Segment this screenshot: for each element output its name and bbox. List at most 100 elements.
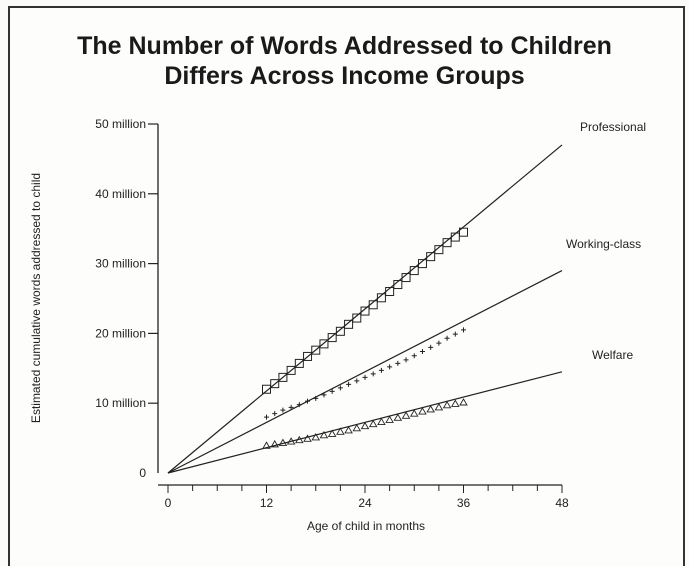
data-point-professional — [459, 227, 468, 237]
x-tick-label: 24 — [358, 496, 372, 510]
data-point-working-class — [461, 327, 466, 333]
data-point-welfare — [401, 411, 411, 419]
data-point-professional — [303, 351, 313, 361]
data-point-welfare — [418, 407, 427, 415]
data-point-working-class — [362, 374, 368, 380]
data-point-working-class — [346, 381, 352, 387]
data-point-welfare — [286, 437, 296, 445]
data-point-professional — [376, 293, 386, 303]
data-point-professional — [426, 252, 436, 262]
data-point-professional — [311, 345, 321, 355]
data-point-welfare — [319, 430, 329, 439]
data-point-welfare — [451, 399, 460, 407]
data-point-welfare — [434, 402, 444, 411]
data-point-welfare — [303, 434, 312, 442]
data-point-working-class — [337, 385, 343, 391]
data-point-working-class — [305, 398, 311, 404]
data-point-welfare — [442, 400, 452, 409]
data-point-welfare — [352, 423, 362, 432]
data-point-working-class — [288, 404, 294, 410]
x-tick-label: 48 — [555, 496, 569, 510]
data-point-welfare — [295, 435, 304, 444]
data-point-professional — [344, 319, 354, 329]
data-point-professional — [286, 365, 296, 375]
data-point-welfare — [262, 441, 271, 449]
data-point-working-class — [419, 349, 425, 355]
data-point-welfare — [360, 421, 370, 430]
x-axis-label: Age of child in months — [307, 519, 425, 533]
data-point-working-class — [264, 414, 269, 420]
data-point-working-class — [403, 357, 409, 363]
data-point-professional — [393, 280, 403, 290]
data-point-welfare — [336, 427, 345, 435]
data-point-professional — [327, 333, 337, 343]
data-point-professional — [401, 273, 411, 283]
x-tick-label: 0 — [165, 496, 172, 510]
y-tick-label: 50 million — [95, 117, 146, 131]
data-point-welfare — [393, 413, 403, 421]
series-label-welfare: Welfare — [592, 348, 633, 362]
y-axis-label: Estimated cumulative words addressed to … — [29, 173, 43, 423]
data-point-working-class — [387, 364, 393, 370]
data-point-working-class — [436, 340, 442, 346]
data-point-professional — [352, 313, 362, 323]
data-point-welfare — [459, 398, 468, 406]
data-point-working-class — [411, 353, 417, 359]
series-label-working-class: Working-class — [566, 237, 641, 251]
data-point-working-class — [329, 388, 335, 394]
data-point-professional — [409, 266, 419, 276]
data-point-professional — [442, 238, 452, 248]
data-point-professional — [335, 326, 345, 336]
data-points — [262, 227, 468, 449]
x-tick-label: 36 — [457, 496, 471, 510]
series-labels: Professional Working-class Welfare — [566, 120, 646, 362]
data-point-welfare — [311, 433, 321, 441]
chart-svg: 10 million 20 million 30 million 40 million… — [29, 117, 646, 533]
chart-title-line-2: Differs Across Income Groups — [164, 62, 525, 90]
data-point-working-class — [444, 335, 450, 341]
data-point-working-class — [313, 395, 319, 401]
data-point-working-class — [321, 392, 327, 398]
trend-line-professional — [167, 144, 563, 474]
data-point-professional — [417, 259, 427, 269]
data-point-professional — [270, 379, 280, 389]
data-point-welfare — [409, 409, 419, 417]
data-point-working-class — [280, 407, 286, 413]
data-point-working-class — [452, 331, 458, 337]
trend-lines — [167, 144, 563, 474]
data-point-welfare — [426, 405, 435, 413]
data-point-welfare — [270, 439, 279, 448]
x-tick-label: 12 — [260, 496, 274, 510]
data-point-professional — [450, 232, 460, 242]
trend-line-working-class — [167, 270, 563, 474]
data-point-welfare — [385, 415, 394, 423]
data-point-working-class — [354, 378, 360, 384]
chart-title-line-1: The Number of Words Addressed to Childre… — [77, 32, 612, 60]
data-point-working-class — [428, 344, 434, 350]
y-origin-label: 0 — [139, 466, 146, 480]
data-point-professional — [294, 358, 304, 368]
chart-frame — [8, 6, 685, 566]
data-point-professional — [262, 384, 271, 394]
data-point-professional — [434, 245, 444, 255]
data-point-working-class — [395, 360, 401, 366]
series-label-professional: Professional — [580, 120, 646, 134]
data-point-welfare — [327, 429, 337, 437]
data-point-professional — [278, 372, 288, 382]
y-tick-label: 20 million — [95, 326, 146, 340]
data-point-working-class — [378, 367, 384, 373]
data-point-welfare — [368, 419, 378, 428]
data-point-welfare — [377, 417, 386, 425]
data-point-working-class — [370, 371, 376, 377]
data-point-welfare — [278, 438, 288, 446]
data-point-working-class — [272, 411, 278, 417]
data-point-welfare — [344, 426, 353, 434]
data-point-professional — [368, 300, 378, 310]
data-point-professional — [385, 287, 395, 297]
axes: 10 million 20 million 30 million 40 million… — [95, 117, 569, 510]
y-tick-label: 30 million — [95, 257, 146, 271]
y-tick-label: 10 million — [95, 396, 146, 410]
data-point-professional — [360, 306, 370, 316]
y-tick-label: 40 million — [95, 187, 146, 201]
data-point-professional — [319, 339, 329, 349]
